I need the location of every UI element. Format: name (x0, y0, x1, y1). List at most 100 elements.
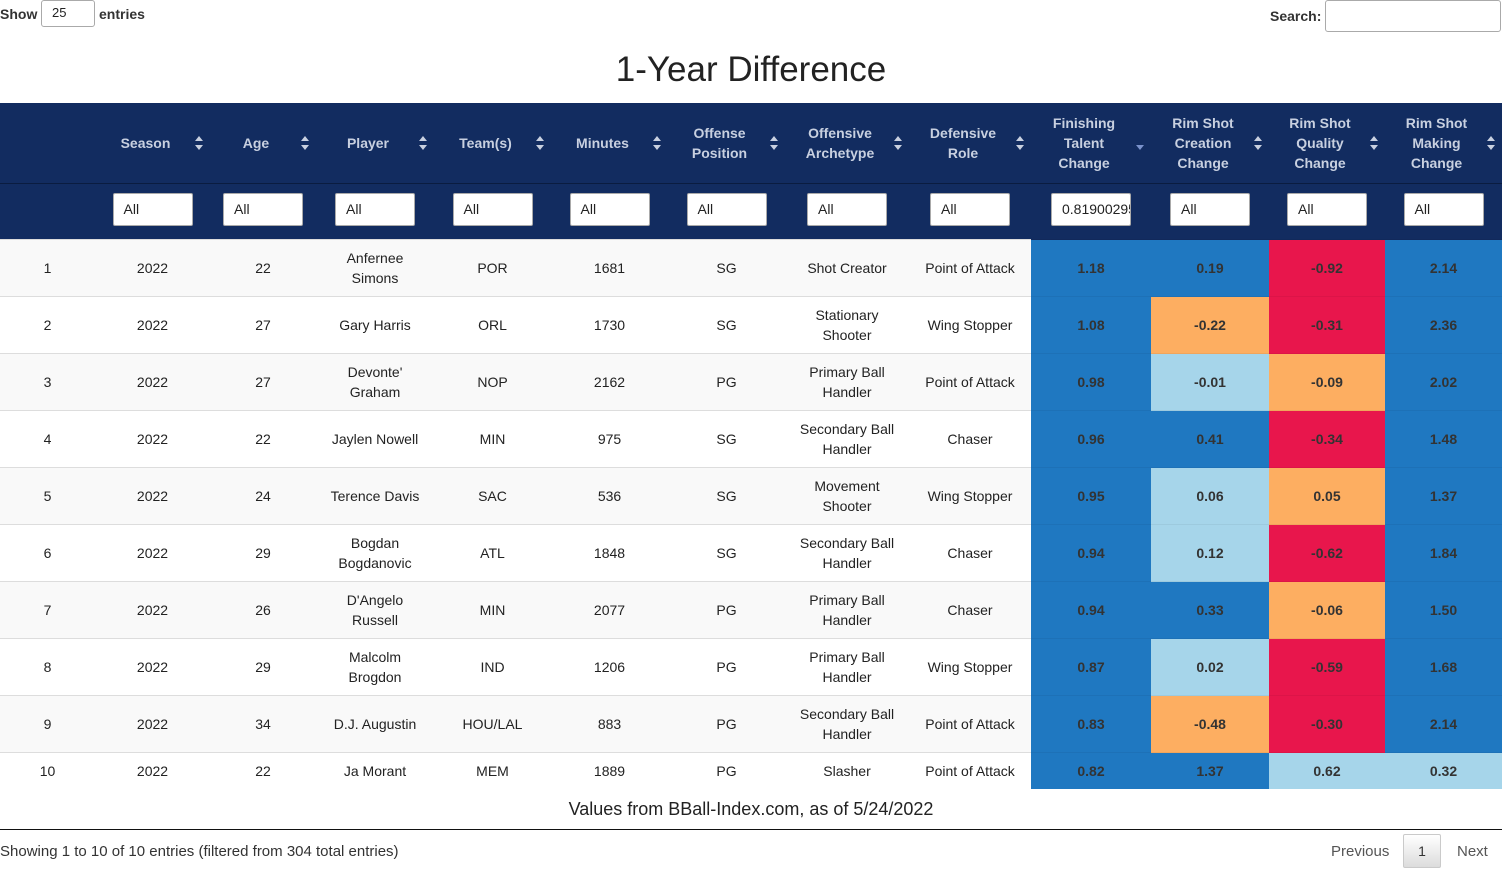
table-cell: 27 (210, 296, 316, 354)
sort-arrows (653, 136, 661, 150)
column-header[interactable]: Rim Shot Quality Change (1269, 103, 1385, 184)
column-header[interactable]: Team(s) (434, 103, 551, 184)
table-body: 1 2022 22 Anfernee Simons POR 1681 SG Shot Crea… (0, 239, 1502, 789)
sort-up (301, 136, 309, 141)
column-header[interactable]: Season (95, 103, 210, 184)
table-cell: 2022 (95, 239, 210, 297)
table-row: 3 2022 27 Devonte' Graham NOP 2162 PG Primary B… (0, 353, 1502, 411)
table-cell: SG (668, 467, 785, 525)
table-cell: HOU/LAL (434, 695, 551, 753)
heat-cell: -0.30 (1269, 695, 1385, 753)
heat-cell: 0.62 (1269, 752, 1385, 789)
column-header[interactable]: Rim Shot Creation Change (1151, 103, 1269, 184)
heat-cell: 0.41 (1151, 410, 1269, 468)
filter-input[interactable]: All (930, 192, 1010, 226)
table-cell: PG (668, 581, 785, 639)
heat-cell: -0.31 (1269, 296, 1385, 354)
sort-up (770, 136, 778, 141)
filter-input[interactable]: All (335, 192, 415, 226)
column-header[interactable]: Rim Shot Making Change (1385, 103, 1502, 184)
filter-input[interactable]: All (1403, 192, 1484, 226)
sort-up (536, 136, 544, 141)
heat-cell: 0.87 (1031, 638, 1151, 696)
table-row: 10 2022 22 Ja Morant MEM 1889 PG Slasher Point o… (0, 752, 1502, 789)
heat-cell: 0.94 (1031, 524, 1151, 582)
filter-input[interactable]: All (1287, 192, 1367, 226)
table-cell: 27 (210, 353, 316, 411)
table-cell: NOP (434, 353, 551, 411)
search-input[interactable] (1325, 0, 1501, 32)
heat-cell: 0.12 (1151, 524, 1269, 582)
table-cell: MIN (434, 410, 551, 468)
table-row: 8 2022 29 Malcolm Brogdon IND 1206 PG Primary B… (0, 638, 1502, 696)
page-length-select[interactable]: 25 (41, 0, 95, 27)
filter-input[interactable]: All (807, 192, 887, 226)
table-cell: ORL (434, 296, 551, 354)
filter-input[interactable]: 0.81900295 (1051, 192, 1131, 226)
heat-cell: 1.08 (1031, 296, 1151, 354)
filter-input[interactable]: All (1170, 192, 1250, 226)
table-cell: 2 (0, 296, 95, 354)
heat-cell: -0.59 (1269, 638, 1385, 696)
heat-cell: 1.37 (1151, 752, 1269, 789)
page-button[interactable]: 1 (1403, 834, 1441, 868)
table-cell: 1206 (551, 638, 668, 696)
heat-cell: 2.14 (1385, 239, 1502, 297)
table-cell: 8 (0, 638, 95, 696)
sort-down (301, 145, 309, 150)
heat-cell: 2.14 (1385, 695, 1502, 753)
data-table: Season Age Player Team(s) Minutes Offense Pos… (0, 103, 1502, 789)
filter-cell: All (1385, 183, 1502, 240)
column-header[interactable]: Minutes (551, 103, 668, 184)
table-cell: 24 (210, 467, 316, 525)
filter-cell: 0.81900295 (1031, 183, 1151, 240)
column-header[interactable]: Offensive Archetype (785, 103, 909, 184)
filter-cell: All (1269, 183, 1385, 240)
column-header-label: Defensive Role (929, 125, 997, 161)
column-header-label: Offense Position (691, 125, 748, 161)
table-cell: Point of Attack (909, 239, 1031, 297)
sort-arrows (419, 136, 427, 150)
next-button[interactable]: Next (1457, 843, 1488, 860)
table-cell: Point of Attack (909, 353, 1031, 411)
filter-input[interactable]: All (686, 192, 767, 226)
heat-cell: 1.37 (1385, 467, 1502, 525)
table-cell: SG (668, 239, 785, 297)
filter-input[interactable]: All (452, 192, 533, 226)
column-header[interactable]: Offense Position (668, 103, 785, 184)
entries-label: entries (99, 6, 145, 22)
column-header[interactable]: Age (210, 103, 316, 184)
table-cell: 2022 (95, 410, 210, 468)
sort-arrows (1254, 136, 1262, 150)
table-cell: 6 (0, 524, 95, 582)
sort-arrows (770, 136, 778, 150)
sort-up (1254, 136, 1262, 141)
heat-cell: 1.68 (1385, 638, 1502, 696)
sort-down (195, 145, 203, 150)
column-header-label: Minutes (576, 135, 629, 151)
filter-input[interactable]: All (223, 192, 303, 226)
filter-input[interactable]: All (112, 192, 193, 226)
table-cell: 7 (0, 581, 95, 639)
filter-cell: All (95, 183, 210, 240)
table-cell: Devonte' Graham (316, 353, 434, 411)
previous-button[interactable]: Previous (1331, 843, 1390, 860)
table-cell: 4 (0, 410, 95, 468)
table-cell: Point of Attack (909, 695, 1031, 753)
heat-cell: 0.83 (1031, 695, 1151, 753)
column-header[interactable]: Player (316, 103, 434, 184)
filter-cell: All (785, 183, 909, 240)
table-cell: 1730 (551, 296, 668, 354)
heat-cell: 1.48 (1385, 410, 1502, 468)
table-cell: 2022 (95, 752, 210, 789)
table-cell: SAC (434, 467, 551, 525)
filter-input[interactable]: All (569, 192, 650, 226)
heat-cell: -0.01 (1151, 353, 1269, 411)
table-cell: Bogdan Bogdanovic (316, 524, 434, 582)
table-cell: Wing Stopper (909, 296, 1031, 354)
table-cell: 5 (0, 467, 95, 525)
column-header[interactable]: Finishing Talent Change (1031, 103, 1151, 184)
table-cell: Point of Attack (909, 752, 1031, 789)
sort-arrows (1136, 136, 1144, 150)
column-header[interactable]: Defensive Role (909, 103, 1031, 184)
